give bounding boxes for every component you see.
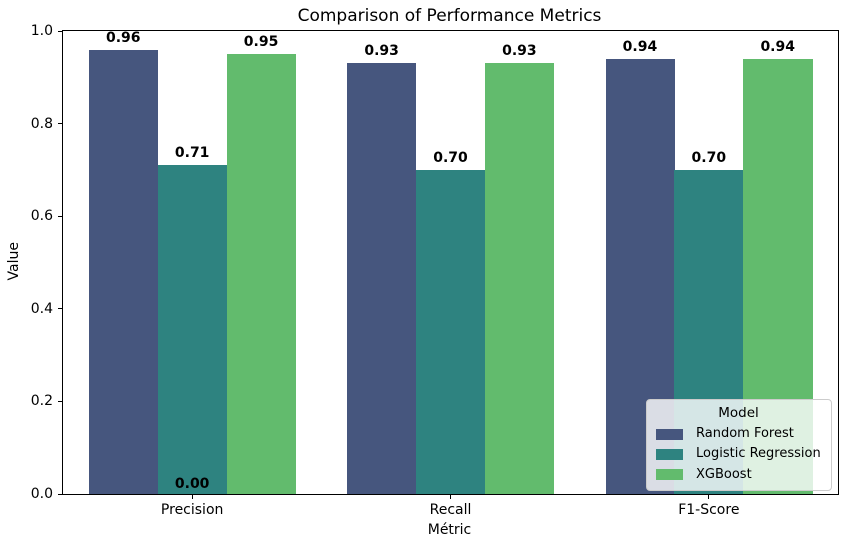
bar: [347, 63, 417, 494]
bar-value-label: 0.93: [364, 43, 399, 60]
y-tick-label: 0.4: [30, 300, 53, 317]
y-axis-label-wrap: Value: [6, 30, 22, 493]
legend-entry-label: Random Forest: [696, 426, 794, 441]
legend-swatch: [656, 428, 683, 440]
bar-value-label: 0.71: [174, 145, 210, 162]
chart-title: Comparison of Performance Metrics: [297, 6, 602, 26]
bar-value-label: 0.95: [243, 34, 279, 51]
bar: [226, 54, 296, 494]
bar-value-label: 0.70: [433, 149, 468, 166]
zero-annotation: 0.00: [174, 476, 210, 492]
legend-row: Random Forest: [656, 426, 821, 441]
y-tick-mark: [58, 30, 62, 32]
bar-value-label: 0.96: [105, 29, 141, 46]
y-tick-mark: [58, 308, 62, 310]
y-tick-label: 1.0: [30, 23, 53, 39]
legend-swatch: [656, 448, 683, 460]
x-tick-mark: [708, 495, 710, 499]
legend: Model Random Forest Logistic Regression XG…: [646, 399, 832, 491]
y-tick-label: 0.8: [30, 115, 53, 132]
x-tick-mark: [450, 495, 451, 499]
bar-value-label: 0.94: [760, 38, 795, 55]
bar: [157, 165, 227, 494]
y-axis-label: Value: [6, 242, 22, 281]
legend-entry-label: XGBoost: [696, 466, 752, 482]
legend-title: Model: [718, 405, 759, 421]
legend-row: Logistic Regression: [656, 446, 821, 462]
plot-area: 0.0 0.2 0.4 0.6 0.8 1.0 Precision 0.96 0.71 0.95 R…: [31, 24, 839, 517]
bar-value-label: 0.70: [691, 149, 727, 166]
x-tick-label: Recall: [429, 502, 472, 518]
x-tick-label: F1-Score: [678, 502, 740, 518]
bar-value-label: 0.93: [502, 43, 537, 60]
legend-row: XGBoost: [656, 466, 821, 482]
legend-entry-label: Logistic Regression: [696, 446, 821, 462]
legend-swatch: [656, 469, 683, 481]
bar: [484, 63, 555, 494]
bar: [416, 169, 486, 494]
y-tick-label: 0.2: [30, 393, 53, 410]
x-tick-mark: [191, 495, 193, 499]
y-tick-mark: [58, 400, 62, 402]
y-tick-label: 0.0: [30, 486, 53, 502]
y-tick-mark: [58, 123, 62, 125]
bar-value-label: 0.94: [622, 38, 658, 55]
y-tick-mark: [58, 493, 62, 495]
bar: [88, 49, 159, 494]
y-tick-mark: [58, 215, 62, 217]
y-tick-label: 0.6: [30, 208, 53, 225]
x-tick-label: Precision: [160, 502, 224, 518]
x-axis-label: Métric: [427, 522, 472, 538]
